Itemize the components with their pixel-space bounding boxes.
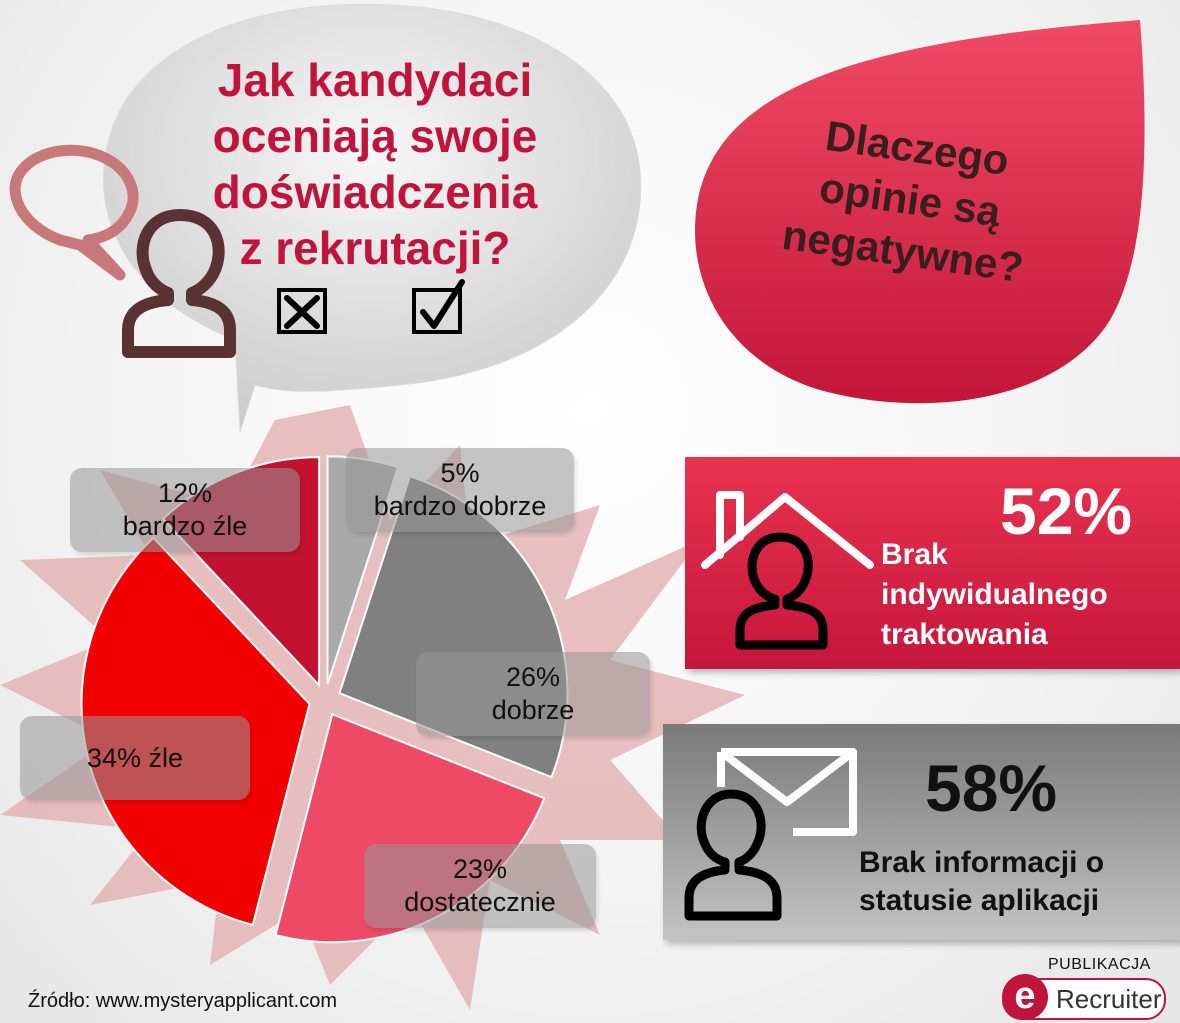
teardrop-shape (695, 20, 1145, 404)
pie-label-very-good: 5% bardzo dobrze (346, 448, 574, 532)
speech-bubble (102, 3, 642, 433)
pie-label-name: bardzo źle (122, 511, 248, 541)
pie-label-name: bardzo dobrze (373, 491, 547, 521)
question-title: Jak kandydaci oceniają swoje doświadczen… (190, 52, 560, 276)
mail-person-icon (684, 748, 857, 921)
reason-panel-status: 58% Brak informacji o statusie aplikacji (663, 724, 1180, 940)
person-icon (122, 209, 236, 358)
question-line: Jak kandydaci (217, 54, 533, 106)
logo-e-icon: e (1002, 974, 1048, 1020)
reason-text: Brak informacji o statusie aplikacji (859, 844, 1104, 920)
reason-panel-individual: 52% Brak indywidualnego traktowania (685, 457, 1180, 669)
pie-label-value: 23% (452, 854, 508, 884)
pie-label-name: dostatecznie (404, 887, 556, 917)
pie-label-value: 12% (157, 478, 213, 508)
pie-label-value: 34% źle (86, 742, 184, 773)
question-line: oceniają swoje (212, 110, 538, 162)
checkbox-check-icon (412, 279, 465, 334)
chat-bubble-icon (9, 144, 139, 281)
pie-label-sufficient: 23% dostatecznie (364, 844, 596, 928)
pie-label-bad: 34% źle (20, 716, 250, 800)
house-person-icon (701, 491, 874, 650)
reason-percent: 52% (1000, 474, 1133, 548)
pie-label-very-bad: 12% bardzo źle (70, 468, 300, 552)
reason-text: Brak indywidualnego traktowania (881, 535, 1108, 655)
reason-line: traktowania (881, 618, 1048, 651)
reason-percent: 58% (925, 751, 1058, 825)
source-note: Źródło: www.mysteryapplicant.com (28, 990, 337, 1012)
pie-label-name: dobrze (491, 695, 575, 725)
reason-line: indywidualnego (881, 578, 1108, 611)
erecruiter-logo[interactable]: e Recruiter (1002, 974, 1166, 1020)
reason-line: Brak informacji o (859, 846, 1105, 879)
question-line: doświadczenia (212, 166, 538, 218)
checkbox-cross-icon (277, 288, 327, 334)
reason-line: statusie aplikacji (859, 884, 1100, 917)
publisher-label: PUBLIKACJA (1048, 956, 1151, 973)
logo-text: Recruiter (1056, 984, 1162, 1014)
pie-label-value: 5% (440, 458, 480, 488)
question-line: z rekrutacji? (239, 222, 511, 274)
pie-label-value: 26% (505, 662, 561, 692)
reason-line: Brak (881, 538, 948, 571)
pie-label-good: 26% dobrze (416, 652, 650, 736)
